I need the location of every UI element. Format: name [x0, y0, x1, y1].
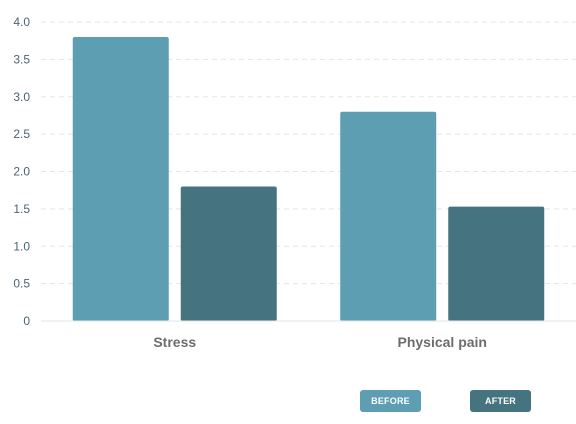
- legend-before: BEFORE: [360, 390, 421, 412]
- x-category-label: Stress: [153, 334, 196, 350]
- bar-before-stress: [72, 36, 169, 321]
- bar-after-physical-pain: [448, 206, 545, 321]
- y-tick-label: 2.0: [13, 165, 30, 179]
- legend-after: AFTER: [470, 390, 531, 412]
- y-tick-label: 0.5: [13, 277, 30, 291]
- y-tick-label: 4.0: [13, 15, 30, 29]
- y-axis-tick-labels: 0 0.5 1.0 1.5 2.0 2.5 3.0 3.5 4.0: [13, 15, 30, 328]
- y-tick-label: 1.0: [13, 239, 30, 253]
- y-tick-label: 3.5: [13, 52, 30, 66]
- y-tick-label: 3.0: [13, 90, 30, 104]
- bars: [72, 36, 545, 321]
- bar-after-stress: [180, 186, 277, 321]
- x-axis-category-labels: Stress Physical pain: [153, 334, 487, 350]
- x-category-label: Physical pain: [398, 334, 487, 350]
- y-tick-label: 0: [23, 314, 30, 328]
- y-tick-label: 2.5: [13, 127, 30, 141]
- bar-before-physical-pain: [340, 111, 437, 321]
- y-tick-label: 1.5: [13, 202, 30, 216]
